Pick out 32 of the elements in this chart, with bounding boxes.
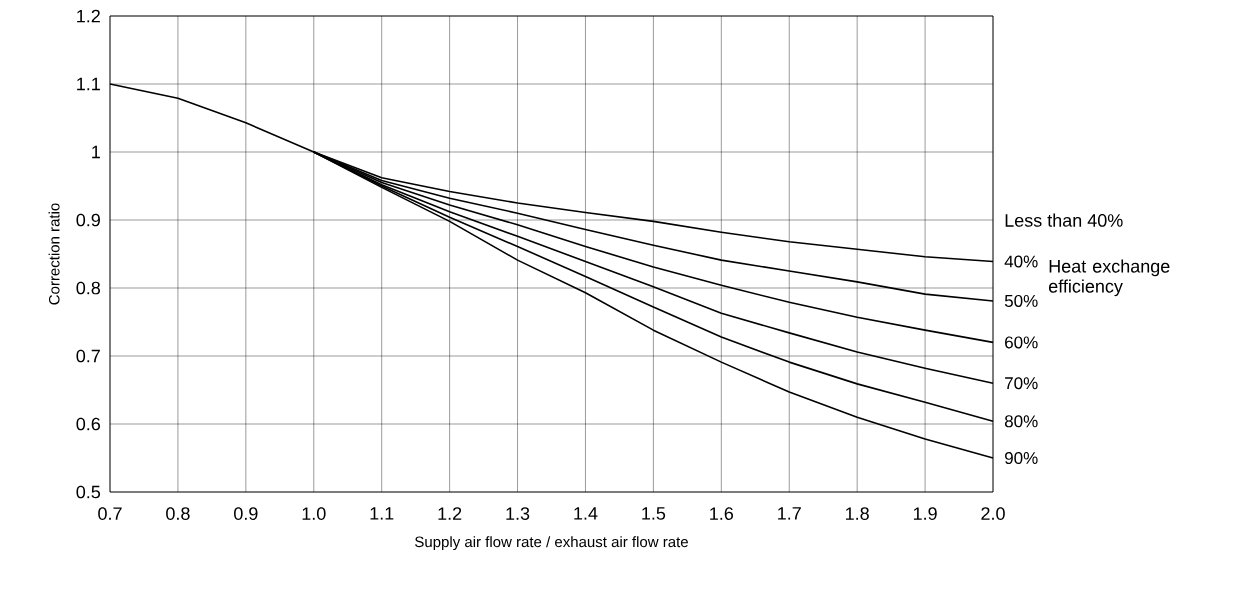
series-label: 90% [1005, 451, 1038, 465]
x-tick-label: 1.9 [913, 507, 937, 520]
x-axis-title: Supply air flow rate / exhaust air flow rate [415, 536, 688, 551]
series-label: 50% [1004, 294, 1038, 307]
text: Less than 40% [1005, 213, 1123, 227]
x-tick-label: 1.5 [642, 507, 666, 520]
y-axis-title: Correction ratio [48, 203, 60, 305]
x-tick-label: 0.8 [166, 507, 190, 520]
y-tick-label: 0.5 [76, 485, 101, 499]
x-tick-label: 1.8 [846, 507, 869, 520]
y-tick-label: 1 [92, 145, 100, 159]
x-tick-label: 1.3 [506, 507, 530, 520]
x-tick-label: 2.0 [981, 507, 1005, 520]
x-tick-label: 0.9 [234, 507, 258, 520]
y-tick-label: 1.1 [77, 77, 100, 91]
x-tick-label: 1.7 [778, 507, 801, 520]
x-tick-label: 1.2 [438, 507, 462, 520]
x-tick-label: 1.4 [574, 507, 598, 520]
y-tick-label: 0.9 [76, 213, 100, 227]
y-tick-label: 1.2 [77, 9, 100, 23]
y-tick-label: 0.7 [76, 349, 100, 363]
x-tick-label: 1.6 [710, 507, 734, 520]
y-tick-label: 0.8 [76, 281, 101, 295]
text: Heat exchange efficiency [1048, 259, 1170, 297]
series-label: 80% [1004, 415, 1038, 428]
series-label: 40% [1004, 255, 1038, 268]
series-label: 60% [1005, 336, 1038, 349]
y-tick-label: 0.6 [76, 417, 101, 431]
x-tick-label: 1.0 [302, 507, 326, 520]
x-tick-label: 0.7 [98, 507, 122, 520]
x-tick-label: 1.1 [370, 507, 394, 520]
series-label: 70% [1005, 377, 1038, 390]
